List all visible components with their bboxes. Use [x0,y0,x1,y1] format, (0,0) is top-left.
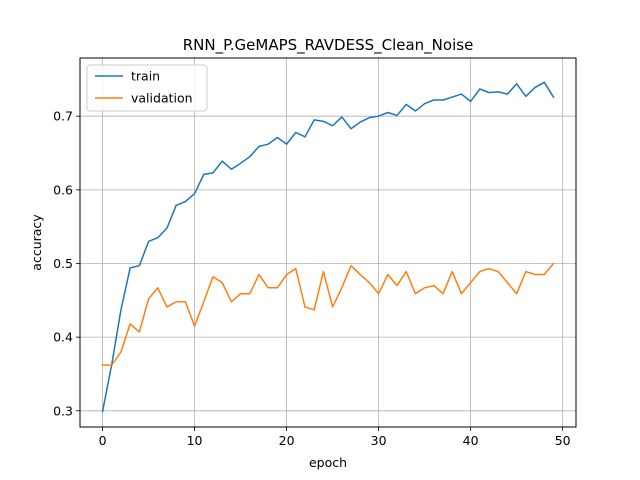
series-line-train [101,81,555,413]
y-tick-label: 0.7 [53,109,73,124]
x-tick-label: 10 [187,433,203,448]
x-tick-label: 0 [99,433,107,448]
legend-label-validation: validation [131,91,193,106]
x-axis-label: epoch [309,455,347,470]
x-tick-label: 30 [371,433,387,448]
legend-label-train: train [131,69,160,84]
chart-title: RNN_P.GeMAPS_RAVDESS_Clean_Noise [183,36,474,55]
series-line-validation [101,262,555,366]
legend: train validation [86,64,208,112]
y-tick-label: 0.5 [53,256,73,271]
axes-frame [79,57,577,428]
y-tick-label: 0.4 [53,330,73,345]
y-axis-label: accuracy [29,214,44,271]
x-tick-label: 40 [463,433,479,448]
x-tick-label: 50 [555,433,571,448]
grid [80,58,576,427]
ticks: 0 10 20 30 40 50 0.3 0.4 0.5 0.6 0.7 [53,109,571,448]
y-tick-label: 0.6 [53,182,73,197]
plot-lines [101,81,555,413]
x-tick-label: 20 [279,433,295,448]
y-tick-label: 0.3 [53,403,73,418]
